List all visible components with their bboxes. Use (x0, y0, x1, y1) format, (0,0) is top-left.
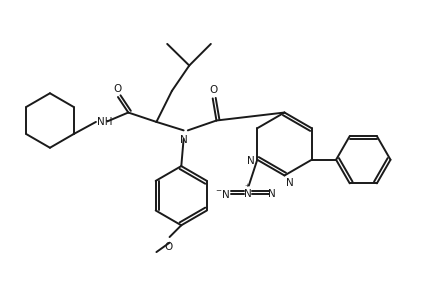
Text: N: N (180, 134, 187, 145)
Text: O: O (164, 242, 172, 252)
Text: O: O (113, 84, 121, 94)
Text: NH: NH (97, 117, 112, 127)
Text: N: N (247, 156, 255, 166)
Text: N: N (286, 178, 294, 188)
Text: O: O (210, 85, 218, 95)
Text: N: N (268, 189, 276, 199)
Text: $^{-}$N: $^{-}$N (215, 188, 231, 200)
Text: N: N (244, 189, 251, 199)
Text: $^{+}$: $^{+}$ (245, 182, 250, 191)
